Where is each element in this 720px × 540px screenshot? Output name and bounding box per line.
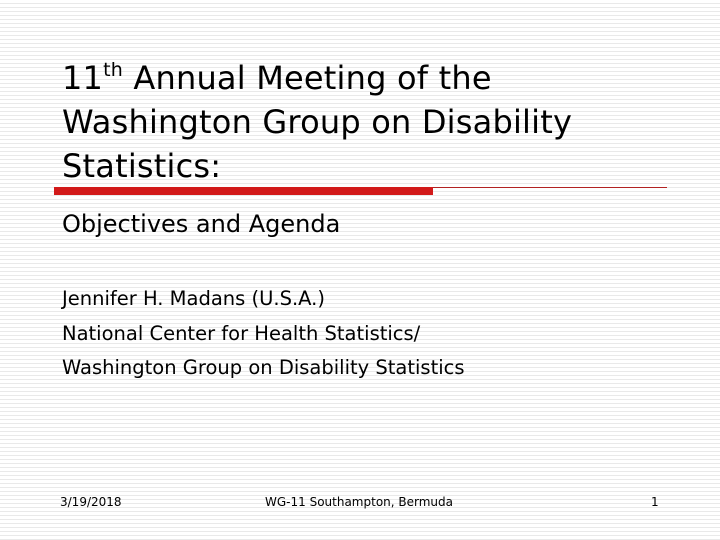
title-line-3: Statistics: [62, 147, 222, 185]
slide-subtitle: Objectives and Agenda [62, 210, 341, 238]
title-divider-thick [54, 187, 433, 195]
title-divider-thin [433, 187, 667, 188]
title-line-1-text: Annual Meeting of the [123, 59, 492, 97]
title-number: 11 [62, 59, 104, 97]
slide-title: 11th Annual Meeting of the Washington Gr… [62, 56, 692, 188]
footer-event: WG-11 Southampton, Bermuda [265, 495, 453, 509]
author-organization: Washington Group on Disability Statistic… [62, 356, 465, 379]
author-block: Jennifer H. Madans (U.S.A.) National Cen… [62, 282, 465, 386]
title-line-1: 11th Annual Meeting of the [62, 56, 692, 100]
footer-date: 3/19/2018 [60, 495, 122, 509]
author-affiliation: National Center for Health Statistics/ [62, 321, 421, 345]
title-line-2: Washington Group on Disability [62, 103, 573, 141]
title-ordinal-suffix: th [103, 59, 124, 81]
footer-page-number: 1 [651, 495, 659, 509]
author-name: Jennifer H. Madans (U.S.A.) [62, 287, 325, 310]
